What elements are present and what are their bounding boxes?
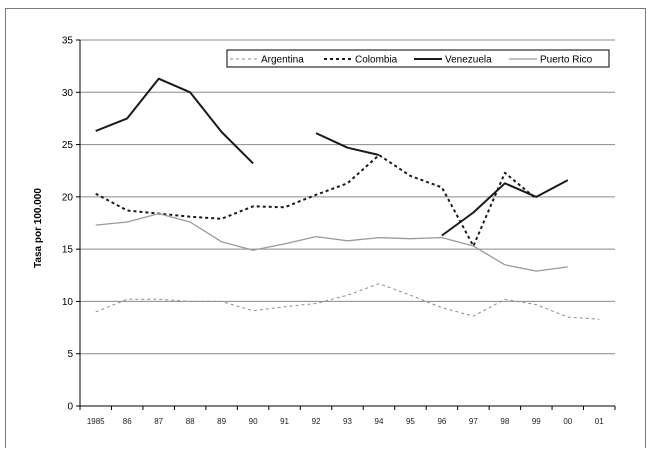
y-tick-labels: 0 5 10 15 20 25 30 35 (62, 36, 74, 413)
y-axis-label: Tasa por 100.000 (33, 188, 44, 268)
x-tick-label: 95 (406, 417, 415, 426)
x-tick-label: 94 (375, 417, 384, 426)
x-tick-label: 92 (312, 417, 321, 426)
x-tick-label: 98 (500, 417, 509, 426)
gridlines (76, 39, 615, 407)
legend-label-puerto-rico: Puerto Rico (540, 55, 593, 66)
y-tick-label: 30 (62, 88, 74, 99)
x-tick-label: 91 (280, 417, 289, 426)
x-tick-label: 88 (186, 417, 195, 426)
series-line-venezuela (441, 179, 569, 237)
x-tick-label: 93 (343, 417, 352, 426)
y-tick-label: 20 (62, 192, 74, 203)
legend-label-argentina: Argentina (261, 55, 304, 66)
x-tick-label: 00 (563, 417, 572, 426)
series-line-venezuela (95, 77, 254, 165)
series-line-puerto-rico (95, 212, 568, 272)
legend: Argentina Colombia Venezuela Puerto Rico (226, 49, 610, 68)
x-tick-label: 01 (595, 417, 604, 426)
x-tick-label: 96 (437, 417, 446, 426)
x-tick-label: 90 (249, 417, 258, 426)
x-tick-label: 97 (469, 417, 478, 426)
y-tick-label: 35 (62, 36, 74, 47)
legend-label-venezuela: Venezuela (445, 55, 492, 66)
series-line-colombia (95, 154, 537, 247)
axes (79, 40, 616, 410)
x-tick-label: 99 (532, 417, 541, 426)
x-tick-label: 86 (123, 417, 132, 426)
y-tick-label: 5 (67, 349, 73, 360)
y-tick-label: 25 (62, 140, 74, 151)
series-lines (95, 77, 600, 320)
series-line-venezuela (315, 132, 380, 156)
series-line-argentina (95, 283, 600, 320)
y-tick-label: 0 (67, 402, 73, 413)
x-tick-label: 1985 (87, 417, 105, 426)
x-tick-labels: 1985 86 87 88 89 90 91 92 93 94 95 96 97 98 99 00 01 (87, 417, 604, 426)
x-tick-label: 89 (217, 417, 226, 426)
y-tick-label: 10 (62, 297, 74, 308)
y-tick-label: 15 (62, 245, 74, 256)
chart-frame (5, 8, 646, 448)
x-tick-label: 87 (154, 417, 163, 426)
legend-label-colombia: Colombia (355, 55, 398, 66)
